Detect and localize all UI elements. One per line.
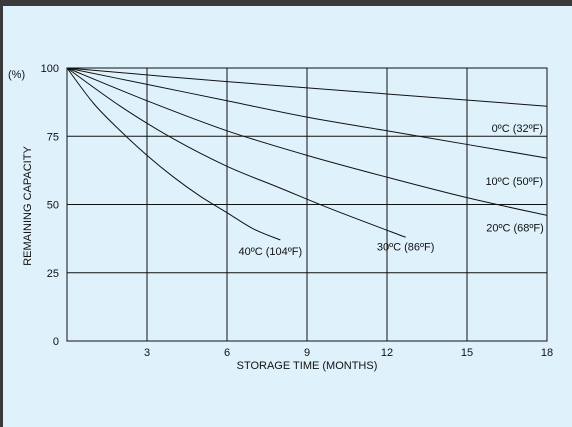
label-layer: 3 6 9 12 15 18 0 25 50 75 100 0ºC (32ºF) 10ºC (50ºF)…: [41, 63, 553, 359]
y-tick-label: 25: [47, 268, 59, 280]
x-tick-label: 6: [224, 347, 230, 359]
capacity-line-chart: 3 6 9 12 15 18 0 25 50 75 100 0ºC (32ºF) 10ºC (50ºF)…: [8, 63, 553, 372]
x-tick-label: 9: [304, 347, 310, 359]
x-tick-label: 12: [381, 347, 393, 359]
series-label: 0ºC (32ºF): [492, 123, 543, 135]
y-tick-label: 100: [41, 63, 59, 75]
series-label: 10ºC (50ºF): [485, 176, 543, 188]
series-line: [66, 67, 548, 159]
x-axis-title: STORAGE TIME (MONTHS): [237, 360, 378, 372]
y-axis-unit-label: (%): [8, 69, 25, 81]
x-tick-label: 15: [461, 347, 473, 359]
x-tick-label: 18: [541, 347, 553, 359]
series-label: 40ºC (104ºF): [238, 246, 302, 258]
y-tick-label: 75: [47, 131, 59, 143]
series-label: 20ºC (68ºF): [486, 222, 544, 234]
y-tick-label: 0: [53, 336, 59, 348]
series-line: [66, 67, 406, 238]
series-label: 30ºC (86ºF): [377, 241, 435, 253]
y-axis-title: REMAINING CAPACITY: [22, 146, 34, 266]
y-tick-label: 50: [47, 200, 59, 212]
series-layer: [66, 67, 548, 241]
grid-layer: [66, 67, 548, 342]
x-tick-label: 3: [144, 347, 150, 359]
series-line: [66, 67, 281, 241]
series-line: [66, 67, 548, 107]
series-line: [66, 67, 548, 216]
